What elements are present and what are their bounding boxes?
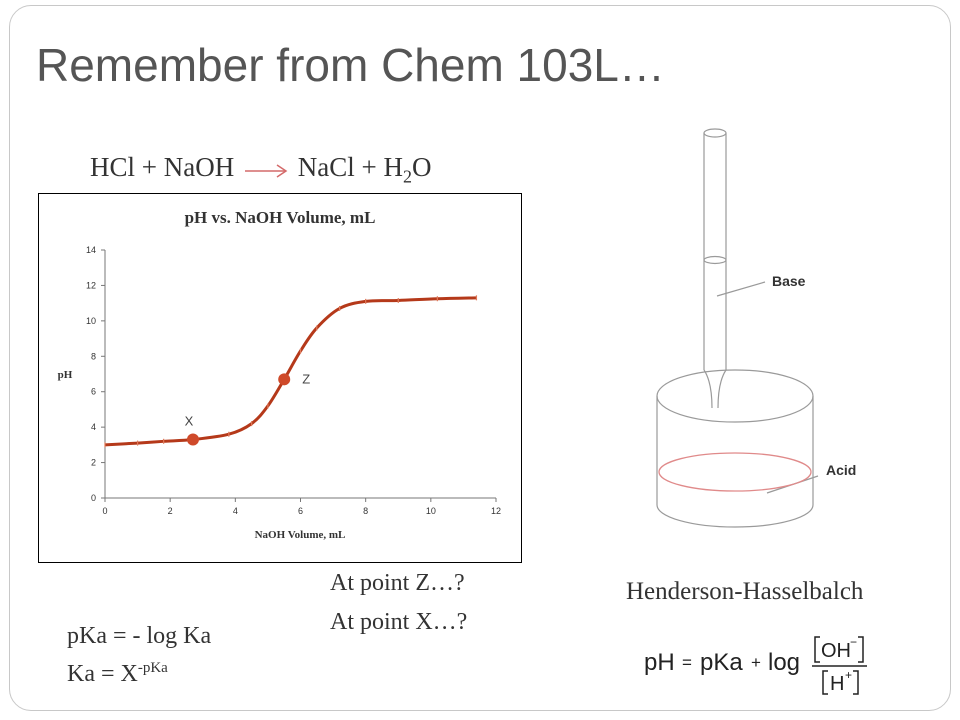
- x-tick-label: 6: [298, 506, 303, 516]
- formula-log: log: [768, 649, 800, 676]
- reactants: HCl + NaOH: [90, 152, 235, 182]
- formula-plus: +: [751, 653, 761, 672]
- bracket-close-icon: [853, 670, 859, 695]
- formula-equals: =: [682, 653, 692, 672]
- x-tick-label: 12: [491, 506, 501, 516]
- burette-top: [703, 128, 727, 138]
- formula-numerator: OH: [821, 640, 851, 662]
- y-tick-label: 2: [91, 458, 96, 468]
- base-level: [703, 255, 727, 265]
- chart-xlabel: NaOH Volume, mL: [255, 529, 346, 541]
- y-tick-label: 0: [91, 493, 96, 503]
- x-tick-label: 4: [233, 506, 238, 516]
- point-z-marker: [278, 373, 291, 386]
- x-tick-label: 10: [426, 506, 436, 516]
- y-tick-label: 14: [86, 245, 96, 255]
- titration-chart: pH vs. NaOH Volume, mL pH NaOH Volume, m…: [38, 193, 522, 563]
- formula-denominator-sup: +: [845, 668, 852, 682]
- x-tick-label: 0: [102, 506, 107, 516]
- formula-pka: pKa: [700, 649, 743, 676]
- reaction-arrow-icon: [244, 164, 288, 178]
- chart-ylabel: pH: [58, 369, 73, 381]
- formula-denominator: H: [830, 673, 844, 695]
- base-label: Base: [772, 273, 806, 289]
- bracket-close-icon: [858, 636, 864, 663]
- y-tick-label: 6: [91, 387, 96, 397]
- beaker-bottom: [656, 504, 814, 528]
- y-tick-label: 12: [86, 280, 96, 290]
- titration-chart-svg: pH vs. NaOH Volume, mL pH NaOH Volume, m…: [58, 208, 501, 541]
- base-leader-line: [716, 281, 766, 297]
- ph-curve-line: [104, 296, 477, 447]
- question-x: At point X…?: [330, 609, 468, 635]
- products: NaCl + H2O: [297, 152, 432, 187]
- burette-tip: [703, 369, 727, 409]
- slide-frame: [9, 5, 951, 711]
- bracket-open-icon: [822, 670, 828, 695]
- acid-label: Acid: [826, 462, 856, 478]
- x-tick-label: 8: [363, 506, 368, 516]
- beaker-rim: [656, 369, 814, 423]
- point-x-label: X: [185, 414, 194, 429]
- point-z-label: Z: [302, 371, 310, 386]
- acid-level: [658, 452, 812, 492]
- reaction-equation: HCl + NaOH NaCl + H2O: [90, 152, 431, 187]
- question-z: At point Z…?: [330, 570, 465, 596]
- henderson-hasselbalch-formula: pH = pKa + log OH − H +: [644, 635, 867, 695]
- x-tick-label: 2: [168, 506, 173, 516]
- y-tick-label: 4: [91, 422, 96, 432]
- y-tick-label: 8: [91, 351, 96, 361]
- chart-title: pH vs. NaOH Volume, mL: [185, 208, 376, 227]
- titration-apparatus: Base Acid: [656, 128, 856, 528]
- formula-ph: pH: [644, 649, 675, 676]
- pka-definition: pKa = - log Ka: [67, 623, 212, 649]
- henderson-hasselbalch-title: Henderson-Hasselbalch: [626, 578, 864, 605]
- bracket-open-icon: [814, 636, 820, 663]
- ka-definition: Ka = X-pKa: [67, 660, 168, 687]
- point-x-marker: [186, 433, 199, 446]
- slide-title: Remember from Chem 103L…: [36, 39, 665, 91]
- formula-numerator-sup: −: [850, 635, 857, 649]
- y-tick-label: 10: [86, 316, 96, 326]
